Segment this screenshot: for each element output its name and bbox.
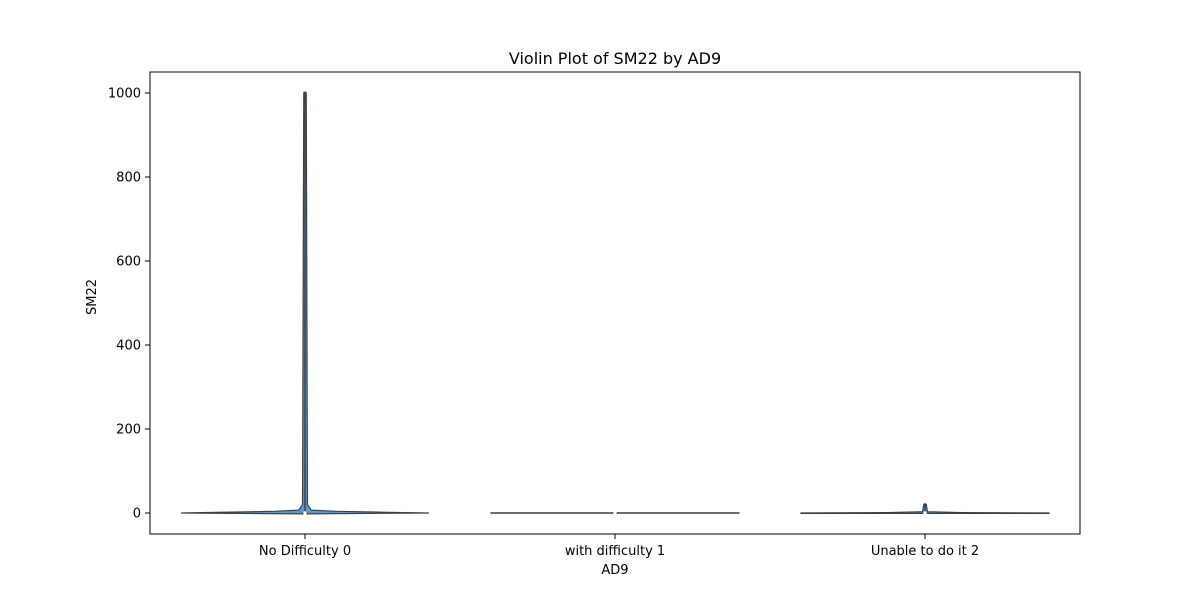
y-axis: 0 200 400 600 800 1000 <box>108 87 150 522</box>
y-tick-label: 200 <box>116 423 141 438</box>
y-tick-label: 600 <box>116 255 141 270</box>
violin-median <box>613 511 617 515</box>
violin-1 <box>180 91 430 515</box>
violin-max-point <box>303 91 307 95</box>
violin-3 <box>800 503 1050 515</box>
x-axis: No Difficulty 0 with difficulty 1 Unable t… <box>259 534 979 559</box>
chart-title: Violin Plot of SM22 by AD9 <box>509 49 721 68</box>
x-tick-label: No Difficulty 0 <box>259 544 351 559</box>
axes-frame <box>149 71 1081 535</box>
y-axis-label: SM22 <box>85 279 100 315</box>
y-tick-label: 1000 <box>108 87 141 102</box>
y-tick-label: 0 <box>133 507 141 522</box>
y-tick-label: 400 <box>116 339 141 354</box>
violin-max-point <box>923 503 927 507</box>
plot-area <box>180 91 1050 515</box>
x-axis-label: AD9 <box>601 563 628 578</box>
violin-median <box>303 511 307 515</box>
violin-2 <box>490 511 740 515</box>
x-tick-label: Unable to do it 2 <box>871 544 979 559</box>
y-tick-label: 800 <box>116 171 141 186</box>
violin-median <box>923 511 927 515</box>
x-tick-label: with difficulty 1 <box>565 544 665 559</box>
